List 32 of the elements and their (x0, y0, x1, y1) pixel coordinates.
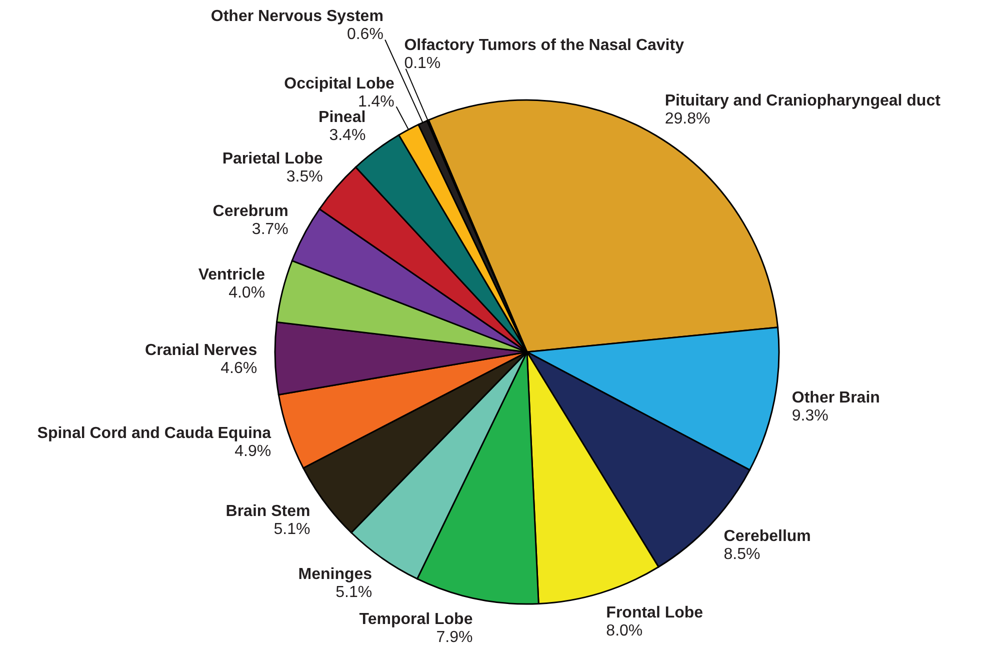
slice-label: Temporal Lobe (359, 611, 473, 628)
slice-label: Olfactory Tumors of the Nasal Cavity (404, 37, 684, 54)
data-label: 3.4% (329, 126, 366, 144)
slice-label: Occipital Lobe (284, 76, 395, 93)
data-label: 7.9% (436, 629, 473, 646)
data-label: 4.9% (234, 442, 272, 460)
data-label: 5.1% (274, 521, 310, 538)
slice-label: Parietal Lobe (222, 150, 323, 168)
slice-label: Meninges (298, 566, 372, 583)
data-label: 9.3% (792, 408, 828, 425)
data-label: 0.6% (346, 26, 384, 44)
data-label: 0.1% (404, 55, 441, 72)
data-label: 3.7% (252, 221, 288, 238)
data-label: 3.5% (286, 168, 323, 186)
slice-label: Pineal (318, 108, 366, 126)
slice-label: Cerebrum (212, 203, 288, 220)
slice-label: Ventricle (198, 266, 266, 284)
slice-label: Spinal Cord and Cauda Equina (37, 424, 272, 442)
data-label: 4.0% (228, 284, 266, 302)
data-label: 4.6% (220, 360, 258, 378)
slice-label: Cranial Nerves (145, 342, 258, 360)
data-label: 1.4% (358, 94, 394, 111)
data-label: 29.8% (664, 110, 710, 128)
data-label: 5.1% (336, 584, 372, 601)
slice-label: Pituitary and Craniopharyngeal duct (664, 92, 942, 110)
slice-label: Frontal Lobe (606, 604, 704, 622)
slice-label: Cerebellum (724, 528, 811, 546)
slice-label: Other Brain (792, 390, 880, 407)
slice-label: Brain Stem (226, 503, 310, 520)
slice-label: Other Nervous System (210, 8, 384, 26)
data-label: 8.0% (606, 622, 643, 640)
data-label: 8.5% (724, 546, 760, 564)
